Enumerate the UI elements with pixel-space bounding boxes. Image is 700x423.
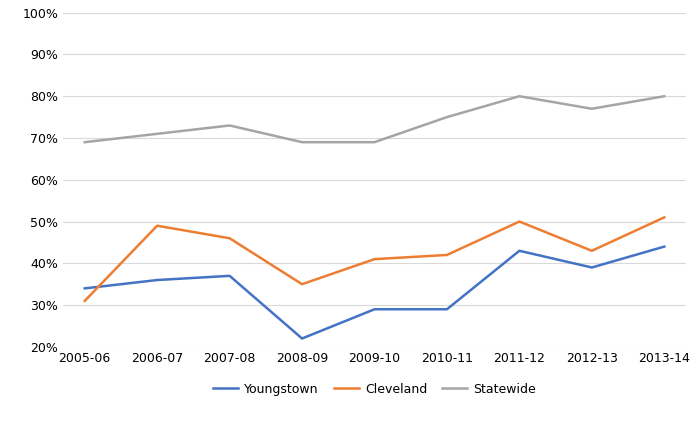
Statewide [660, 94, 668, 99]
Youngstown [80, 286, 89, 291]
Cleveland [370, 257, 379, 262]
Cleveland [442, 253, 451, 258]
Cleveland [225, 236, 234, 241]
Cleveland [298, 282, 307, 287]
Statewide [298, 140, 307, 145]
Youngstown [442, 307, 451, 312]
Cleveland [660, 215, 668, 220]
Statewide [515, 94, 524, 99]
Cleveland [80, 298, 89, 303]
Statewide [442, 115, 451, 120]
Cleveland [515, 219, 524, 224]
Youngstown [225, 273, 234, 278]
Cleveland [587, 248, 596, 253]
Youngstown [370, 307, 379, 312]
Youngstown [660, 244, 668, 249]
Line: Statewide: Statewide [85, 96, 664, 142]
Statewide [225, 123, 234, 128]
Statewide [587, 106, 596, 111]
Statewide [80, 140, 89, 145]
Line: Cleveland: Cleveland [85, 217, 664, 301]
Youngstown [298, 336, 307, 341]
Youngstown [515, 248, 524, 253]
Cleveland [153, 223, 162, 228]
Statewide [153, 131, 162, 136]
Statewide [370, 140, 379, 145]
Line: Youngstown: Youngstown [85, 247, 664, 338]
Youngstown [153, 277, 162, 283]
Youngstown [587, 265, 596, 270]
Legend: Youngstown, Cleveland, Statewide: Youngstown, Cleveland, Statewide [208, 378, 541, 401]
